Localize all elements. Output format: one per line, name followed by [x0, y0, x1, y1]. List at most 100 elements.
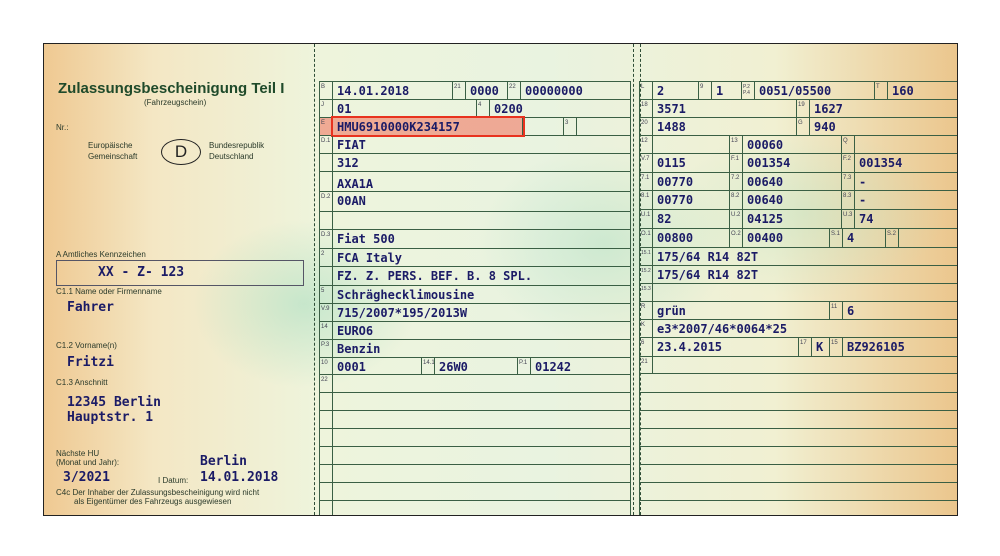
field-label-blank: [320, 172, 333, 191]
field-label: O.2: [730, 229, 743, 247]
field-label: 7.1: [640, 173, 653, 190]
field-p3: P.3 Benzin: [320, 340, 630, 358]
field-e-spacer: [523, 118, 564, 135]
make: FIAT: [337, 138, 366, 152]
drive-axles: 1: [712, 82, 742, 99]
field-l: L 2 9 1 P.2 P.4 0051/05500 T 160: [640, 82, 957, 100]
colour-code: 6: [847, 304, 855, 318]
field-label: 7.2: [730, 173, 743, 190]
eu-line2: Gemeinschaft: [88, 152, 138, 161]
hu-label2: (Monat und Jahr):: [56, 458, 120, 467]
tyres-axle-1: 175/64 R14 82T: [657, 250, 759, 264]
brd-label: Bundesrepublik Deutschland: [209, 140, 264, 162]
field-2: 2 FCA Italy: [320, 249, 630, 267]
fuel-type: Benzin: [337, 342, 381, 356]
remarks-line: [320, 465, 630, 483]
max-mass-technical: 001354: [743, 154, 842, 172]
hu-label1: Nächste HU: [56, 449, 100, 458]
field-d2-line3: [320, 212, 630, 230]
field-label: 14: [320, 322, 333, 339]
field-label: 15.3: [640, 284, 653, 301]
body-type-code: 0200: [494, 102, 523, 116]
seats: 4: [843, 229, 886, 247]
field-8-1: 8.1 00770 8.2 00640 8.3 -: [640, 191, 957, 210]
field-e: E HMU6910000K234157 3: [320, 116, 630, 137]
field-v9: V.9 715/2007*195/2013W: [320, 304, 630, 322]
c4c-line2: als Eigentümer des Fahrzeugs ausgewiesen: [74, 497, 232, 506]
field-o1: O.1 00800 O.2 00400 S.1 4 S.2: [640, 229, 957, 248]
blank-line: [640, 429, 957, 447]
field-20: 20 1488 G 940: [640, 118, 957, 136]
field-label: 6: [640, 338, 653, 356]
field-label: O.1: [640, 229, 653, 247]
field-7-1: 7.1 00770 7.2 00640 7.3 -: [640, 173, 957, 191]
field-15-2: 15.2 175/64 R14 82T: [640, 266, 957, 284]
field-label: B: [320, 82, 333, 99]
field-b: B 14.01.2018 21 0000 22 00000000: [320, 82, 630, 100]
field-label: 20: [640, 118, 653, 135]
field-label: 13: [730, 136, 743, 153]
brd-line1: Bundesrepublik: [209, 141, 265, 150]
field-21-value: 0000: [466, 82, 508, 99]
field-18: 18 3571 19 1627: [640, 100, 957, 118]
field-v7: V.7 0115 F.1 001354 F.2 001354: [640, 154, 957, 173]
field-label: F.2: [842, 154, 855, 172]
colour: grün: [653, 302, 830, 319]
field-label-blank: [320, 154, 333, 171]
field-label: 12: [640, 136, 653, 153]
address-label: C1.3 Anschnitt: [56, 378, 108, 387]
remarks-line: [320, 501, 630, 515]
vin-highlighted: HMU6910000K234157: [331, 116, 525, 137]
field-label: 15.1: [640, 248, 653, 265]
field-label: G: [797, 118, 810, 135]
issue-place: Berlin: [200, 454, 247, 469]
field-label-blank: [320, 429, 333, 446]
plate-number: XX - Z- 123: [98, 265, 185, 280]
field-label: P.3: [320, 340, 333, 357]
blank-value: [333, 212, 630, 229]
country-code-oval: D: [161, 139, 201, 165]
field-5: FZ. Z. PERS. BEF. B. 8 SPL.: [320, 267, 630, 286]
address-line1: 12345 Berlin: [67, 395, 161, 410]
c4c-line1: C4c Der Inhaber der Zulassungsbescheinig…: [56, 488, 260, 497]
field-label: Q: [842, 136, 855, 153]
document-number: BZ926105: [847, 340, 905, 354]
power-rpm: 0051/05500: [755, 82, 875, 99]
axle-load-reg-2: 00640: [743, 191, 842, 209]
field-label: J: [320, 100, 333, 117]
field-label: F.1: [730, 154, 743, 172]
field-label: 5: [320, 286, 333, 303]
remarks-line: [320, 429, 630, 447]
field-label: 8.3: [842, 191, 855, 209]
field-label: T: [875, 82, 888, 99]
empty-mass: 940: [814, 120, 836, 134]
firstname-value: Fritzi: [67, 355, 114, 370]
first-registration-date: 14.01.2018: [333, 82, 453, 99]
length: 3571: [653, 100, 797, 117]
field-k: K e3*2007/46*0064*25: [640, 320, 957, 338]
remarks-line: [320, 411, 630, 429]
name-value: Fahrer: [67, 300, 114, 315]
field-label-blank: [320, 212, 333, 229]
remarks-line: [320, 447, 630, 465]
field-label: U.1: [640, 210, 653, 228]
vehicle-registration-document: Zulassungsbescheinigung Teil I (Fahrzeug…: [43, 43, 958, 516]
field-label-blank: [320, 267, 333, 285]
noise-rpm: 04125: [743, 210, 842, 228]
field-label: 7.3: [842, 173, 855, 190]
field-label-blank: [320, 411, 333, 428]
top-speed: 160: [892, 84, 914, 98]
fold-line: [640, 44, 641, 515]
field-d2-line2: D.2 00AN: [320, 192, 630, 212]
field-label: 19: [797, 100, 810, 117]
variant-code: 00AN: [337, 194, 366, 208]
field-label: K: [640, 320, 653, 337]
field-label: P.2 P.4: [742, 82, 755, 99]
field-j: J 01 4 0200: [320, 100, 630, 118]
vehicle-class: 01: [333, 100, 477, 117]
field-label: V.7: [640, 154, 653, 172]
manufacturer: FCA Italy: [337, 251, 403, 265]
remarks-line: [320, 393, 630, 411]
emission-regulation: 715/2007*195/2013W: [337, 306, 468, 320]
document-title: Zulassungsbescheinigung Teil I: [58, 80, 285, 97]
